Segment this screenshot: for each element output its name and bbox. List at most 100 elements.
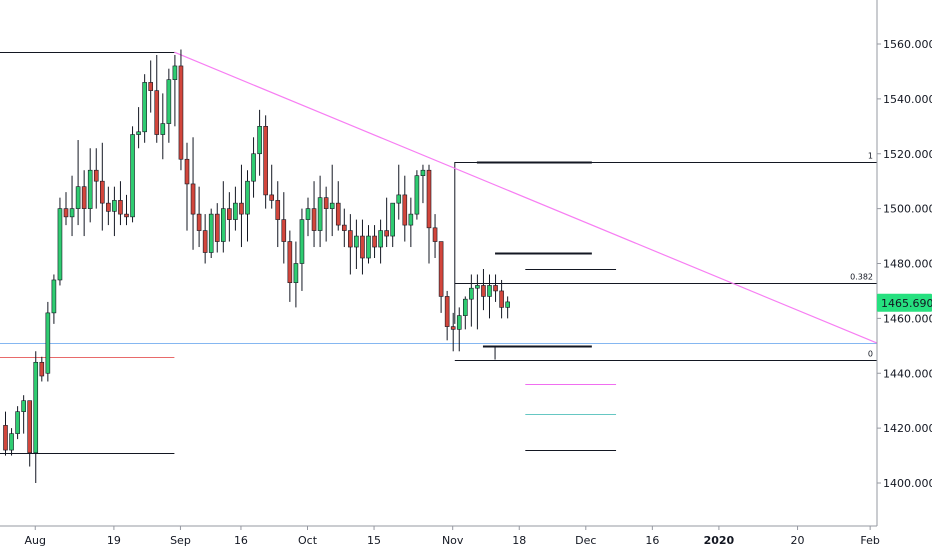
candle-body — [420, 169, 426, 176]
candle — [148, 60, 153, 113]
x-tick-label: Oct — [298, 534, 318, 547]
candle — [251, 137, 256, 198]
candle-body — [178, 65, 184, 160]
candle-body — [499, 290, 504, 308]
current-price-tag: 1465.6900 — [877, 293, 932, 312]
x-tick-label: 16 — [645, 534, 659, 547]
candle-body — [348, 230, 353, 248]
candle-body — [87, 169, 93, 209]
candle — [269, 164, 275, 209]
candle-body — [154, 90, 160, 135]
x-tick-label: Feb — [860, 534, 879, 547]
candle — [402, 175, 408, 242]
candles — [3, 49, 510, 483]
fib-level-label: 0.382 — [850, 273, 873, 282]
candle — [178, 49, 184, 171]
candle — [499, 279, 504, 319]
x-tick-label: 16 — [234, 534, 248, 547]
candle — [81, 170, 87, 237]
candle-body — [233, 202, 238, 220]
candle — [184, 142, 190, 231]
y-tick-label: 1520.0000 — [883, 148, 932, 161]
candle — [130, 126, 135, 223]
x-tick-label: 15 — [367, 534, 381, 547]
candle — [257, 109, 262, 176]
candle-body — [341, 224, 347, 231]
candle-body — [57, 208, 63, 281]
candle — [214, 203, 220, 253]
candle-body — [354, 235, 359, 248]
candle — [69, 175, 75, 237]
candle-body — [142, 82, 147, 133]
y-tick-label: 1500.0000 — [883, 203, 932, 216]
candle-body — [190, 183, 196, 215]
candle-body — [63, 208, 69, 218]
candle — [432, 214, 438, 259]
y-tick-label: 1420.0000 — [883, 422, 932, 435]
candle — [354, 219, 359, 269]
candle — [75, 140, 81, 226]
candle — [408, 197, 414, 248]
candle — [396, 164, 402, 220]
candle — [27, 400, 33, 467]
candle-body — [444, 296, 450, 327]
x-tick-label: 20 — [791, 534, 805, 547]
candle — [372, 225, 377, 259]
candle — [487, 274, 492, 319]
candle-body — [227, 208, 232, 220]
candle-body — [450, 326, 456, 330]
candle-body — [118, 200, 123, 215]
candle-body — [396, 194, 402, 204]
x-tick-label: Aug — [25, 534, 46, 547]
time-axis[interactable]: Aug 19 Sep 16 Oct 15 Nov 18 Dec 16 2020 20 Feb — [25, 526, 880, 547]
candle — [360, 219, 365, 275]
candle-body — [15, 411, 20, 434]
candle — [233, 186, 238, 231]
candle-body — [221, 208, 226, 242]
candle — [293, 241, 299, 308]
candle-body — [329, 202, 335, 209]
candle-body — [27, 400, 33, 454]
y-tick-label: 1400.0000 — [883, 477, 932, 490]
candle — [172, 54, 178, 127]
candle — [329, 164, 335, 237]
candle-body — [366, 235, 371, 259]
candle-body — [75, 186, 81, 209]
candle-body — [493, 285, 498, 292]
candle — [462, 296, 468, 330]
candle-body — [275, 200, 281, 220]
candle — [112, 186, 117, 237]
candle-body — [172, 65, 178, 80]
candle-body — [287, 241, 293, 284]
candle-body — [124, 213, 129, 218]
candle — [87, 148, 93, 223]
current-price-badge — [877, 293, 932, 312]
y-tick-label: 1540.0000 — [883, 93, 932, 106]
drawing-lines[interactable] — [0, 51, 878, 454]
y-tick-label: 1480.0000 — [883, 258, 932, 271]
candle — [426, 164, 432, 264]
candle-body — [136, 131, 141, 135]
candle-body — [432, 227, 438, 242]
candle — [493, 274, 498, 302]
candle — [366, 225, 371, 264]
candle — [57, 197, 63, 286]
candle-body — [475, 285, 480, 289]
candle — [160, 93, 166, 160]
candle — [311, 181, 317, 248]
candle — [335, 181, 341, 231]
candle-body — [100, 180, 105, 204]
candle-body — [372, 235, 377, 248]
candle — [287, 230, 293, 302]
candle — [378, 219, 383, 264]
candle-body — [184, 158, 190, 185]
candle-body — [196, 213, 202, 231]
fib-labels: 1 0.382 0 — [850, 152, 873, 359]
candle — [15, 406, 20, 440]
price-axis[interactable]: 1400.0000 1420.0000 1440.0000 1460.0000 1480… — [877, 38, 932, 490]
candle-body — [469, 287, 474, 300]
candle — [475, 274, 480, 330]
candle — [93, 148, 99, 209]
